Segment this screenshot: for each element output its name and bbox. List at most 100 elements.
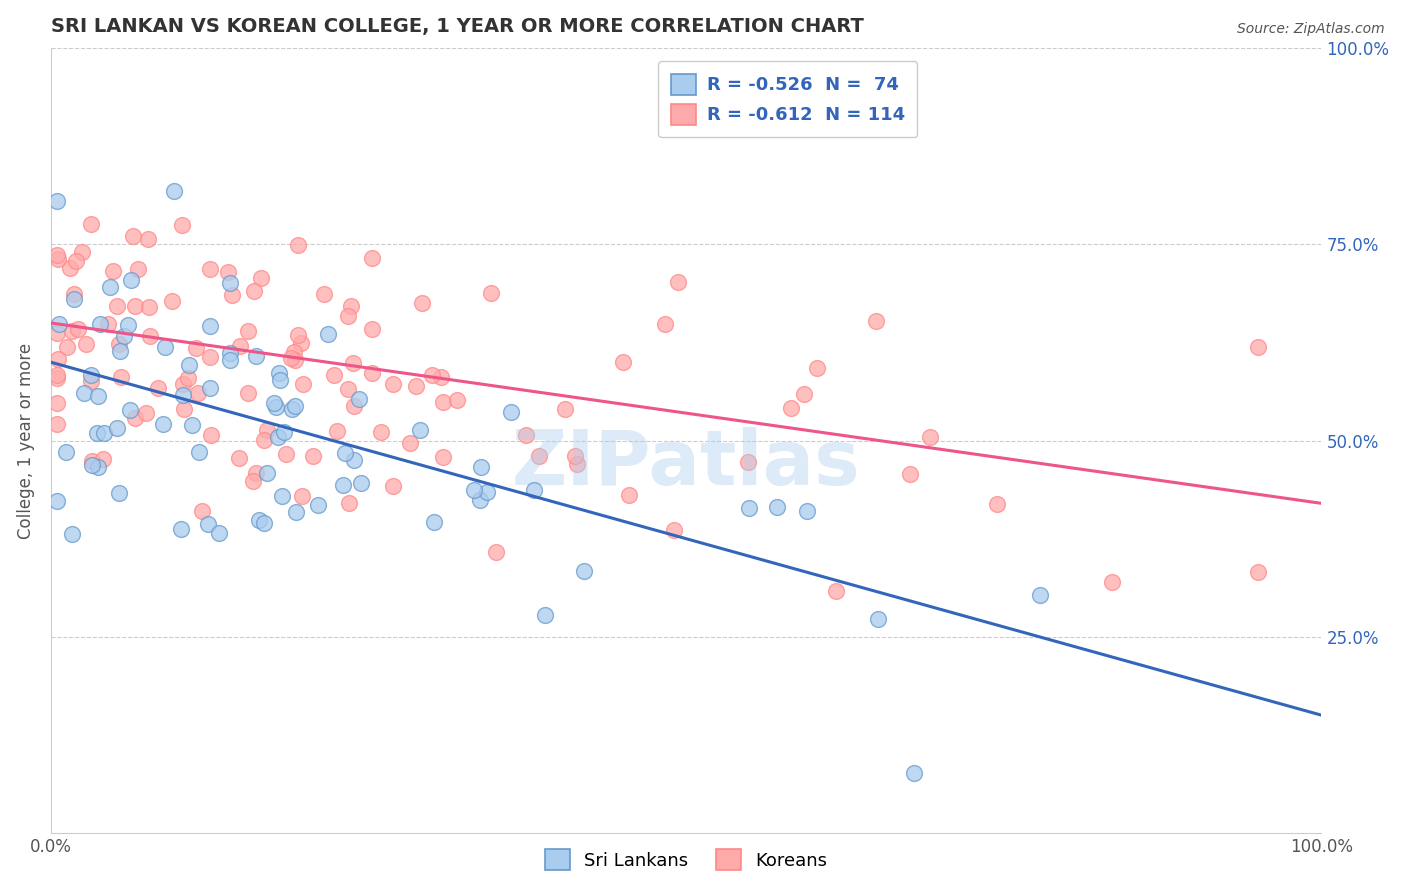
Point bbox=[554, 401, 576, 416]
Point bbox=[56, 340, 79, 354]
Point bbox=[468, 492, 491, 507]
Point bbox=[312, 287, 335, 301]
Point bbox=[381, 377, 404, 392]
Point bbox=[120, 403, 142, 417]
Point bbox=[567, 457, 589, 471]
Point bbox=[738, 501, 761, 516]
Point bbox=[1247, 340, 1270, 354]
Point bbox=[479, 286, 502, 301]
Point bbox=[60, 324, 83, 338]
Point bbox=[70, 244, 93, 259]
Point bbox=[152, 417, 174, 431]
Point bbox=[82, 458, 104, 472]
Text: Source: ZipAtlas.com: Source: ZipAtlas.com bbox=[1237, 22, 1385, 37]
Point bbox=[173, 402, 195, 417]
Point bbox=[903, 766, 925, 780]
Point bbox=[793, 387, 815, 401]
Point bbox=[432, 395, 454, 409]
Point bbox=[80, 368, 103, 383]
Point bbox=[420, 368, 443, 383]
Point bbox=[59, 260, 82, 275]
Point bbox=[533, 607, 555, 622]
Point bbox=[46, 417, 69, 431]
Point bbox=[291, 489, 314, 503]
Point bbox=[191, 504, 214, 518]
Point bbox=[405, 379, 427, 393]
Point bbox=[245, 349, 267, 363]
Point bbox=[93, 425, 115, 440]
Point bbox=[269, 373, 291, 387]
Point bbox=[170, 218, 193, 232]
Point bbox=[108, 336, 131, 351]
Point bbox=[323, 368, 346, 383]
Point bbox=[360, 322, 382, 336]
Point bbox=[121, 229, 143, 244]
Point bbox=[112, 328, 135, 343]
Point bbox=[46, 396, 69, 410]
Point bbox=[219, 276, 242, 290]
Point bbox=[1101, 574, 1123, 589]
Point bbox=[80, 374, 103, 388]
Point bbox=[340, 299, 363, 313]
Point bbox=[135, 406, 157, 420]
Point bbox=[430, 370, 453, 384]
Point bbox=[200, 427, 222, 442]
Point bbox=[198, 381, 221, 395]
Point bbox=[60, 527, 83, 541]
Point bbox=[432, 450, 454, 464]
Point bbox=[572, 564, 595, 578]
Point bbox=[1029, 588, 1052, 602]
Point bbox=[281, 402, 304, 417]
Point bbox=[187, 386, 209, 401]
Point bbox=[283, 345, 305, 359]
Point bbox=[398, 436, 420, 450]
Point bbox=[46, 326, 69, 340]
Point bbox=[411, 296, 433, 310]
Point bbox=[160, 294, 183, 309]
Point bbox=[136, 232, 159, 246]
Point bbox=[806, 360, 828, 375]
Legend: Sri Lankans, Koreans: Sri Lankans, Koreans bbox=[531, 837, 839, 883]
Point bbox=[287, 238, 309, 252]
Point bbox=[285, 505, 308, 519]
Text: ZIPatlas: ZIPatlas bbox=[512, 427, 860, 501]
Point bbox=[55, 445, 77, 459]
Point bbox=[284, 353, 307, 368]
Point bbox=[292, 377, 315, 392]
Point bbox=[198, 351, 221, 365]
Point bbox=[619, 488, 641, 502]
Point bbox=[370, 425, 392, 439]
Point bbox=[80, 217, 103, 231]
Point bbox=[238, 324, 260, 338]
Point bbox=[73, 386, 96, 401]
Point bbox=[124, 410, 146, 425]
Point bbox=[463, 483, 485, 497]
Point bbox=[529, 449, 551, 463]
Point bbox=[46, 371, 69, 385]
Point bbox=[273, 425, 295, 439]
Point bbox=[105, 299, 128, 313]
Y-axis label: College, 1 year or more: College, 1 year or more bbox=[17, 343, 35, 539]
Point bbox=[80, 454, 103, 468]
Point bbox=[108, 344, 131, 359]
Point bbox=[117, 318, 139, 332]
Point bbox=[868, 612, 890, 626]
Text: SRI LANKAN VS KOREAN COLLEGE, 1 YEAR OR MORE CORRELATION CHART: SRI LANKAN VS KOREAN COLLEGE, 1 YEAR OR … bbox=[51, 17, 863, 36]
Point bbox=[918, 430, 941, 444]
Point bbox=[105, 421, 128, 435]
Point bbox=[208, 525, 231, 540]
Point bbox=[523, 483, 546, 498]
Point bbox=[264, 400, 287, 414]
Point bbox=[515, 427, 537, 442]
Point bbox=[336, 309, 359, 323]
Point bbox=[146, 381, 169, 395]
Point bbox=[332, 478, 354, 492]
Point bbox=[865, 314, 887, 328]
Point bbox=[181, 418, 204, 433]
Point bbox=[228, 450, 250, 465]
Point bbox=[1247, 565, 1270, 579]
Point bbox=[326, 424, 349, 438]
Point bbox=[197, 517, 219, 532]
Point bbox=[163, 185, 186, 199]
Point bbox=[200, 319, 222, 334]
